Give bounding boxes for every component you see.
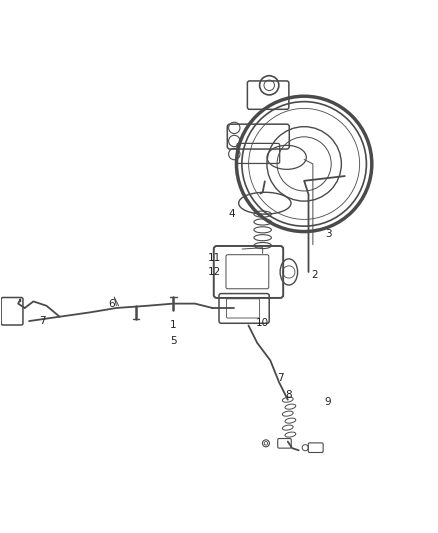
Text: 10: 10: [256, 318, 269, 328]
Text: 7: 7: [277, 373, 283, 383]
Text: 7: 7: [39, 316, 46, 326]
Text: 8: 8: [286, 390, 292, 400]
Text: 6: 6: [109, 298, 115, 309]
Text: 11: 11: [208, 253, 221, 263]
Text: 4: 4: [229, 209, 235, 219]
Text: 2: 2: [312, 270, 318, 280]
Text: 9: 9: [325, 397, 332, 407]
Text: 5: 5: [170, 336, 177, 346]
Text: 12: 12: [208, 267, 221, 277]
Text: 3: 3: [325, 229, 332, 239]
Text: 1: 1: [170, 320, 177, 330]
